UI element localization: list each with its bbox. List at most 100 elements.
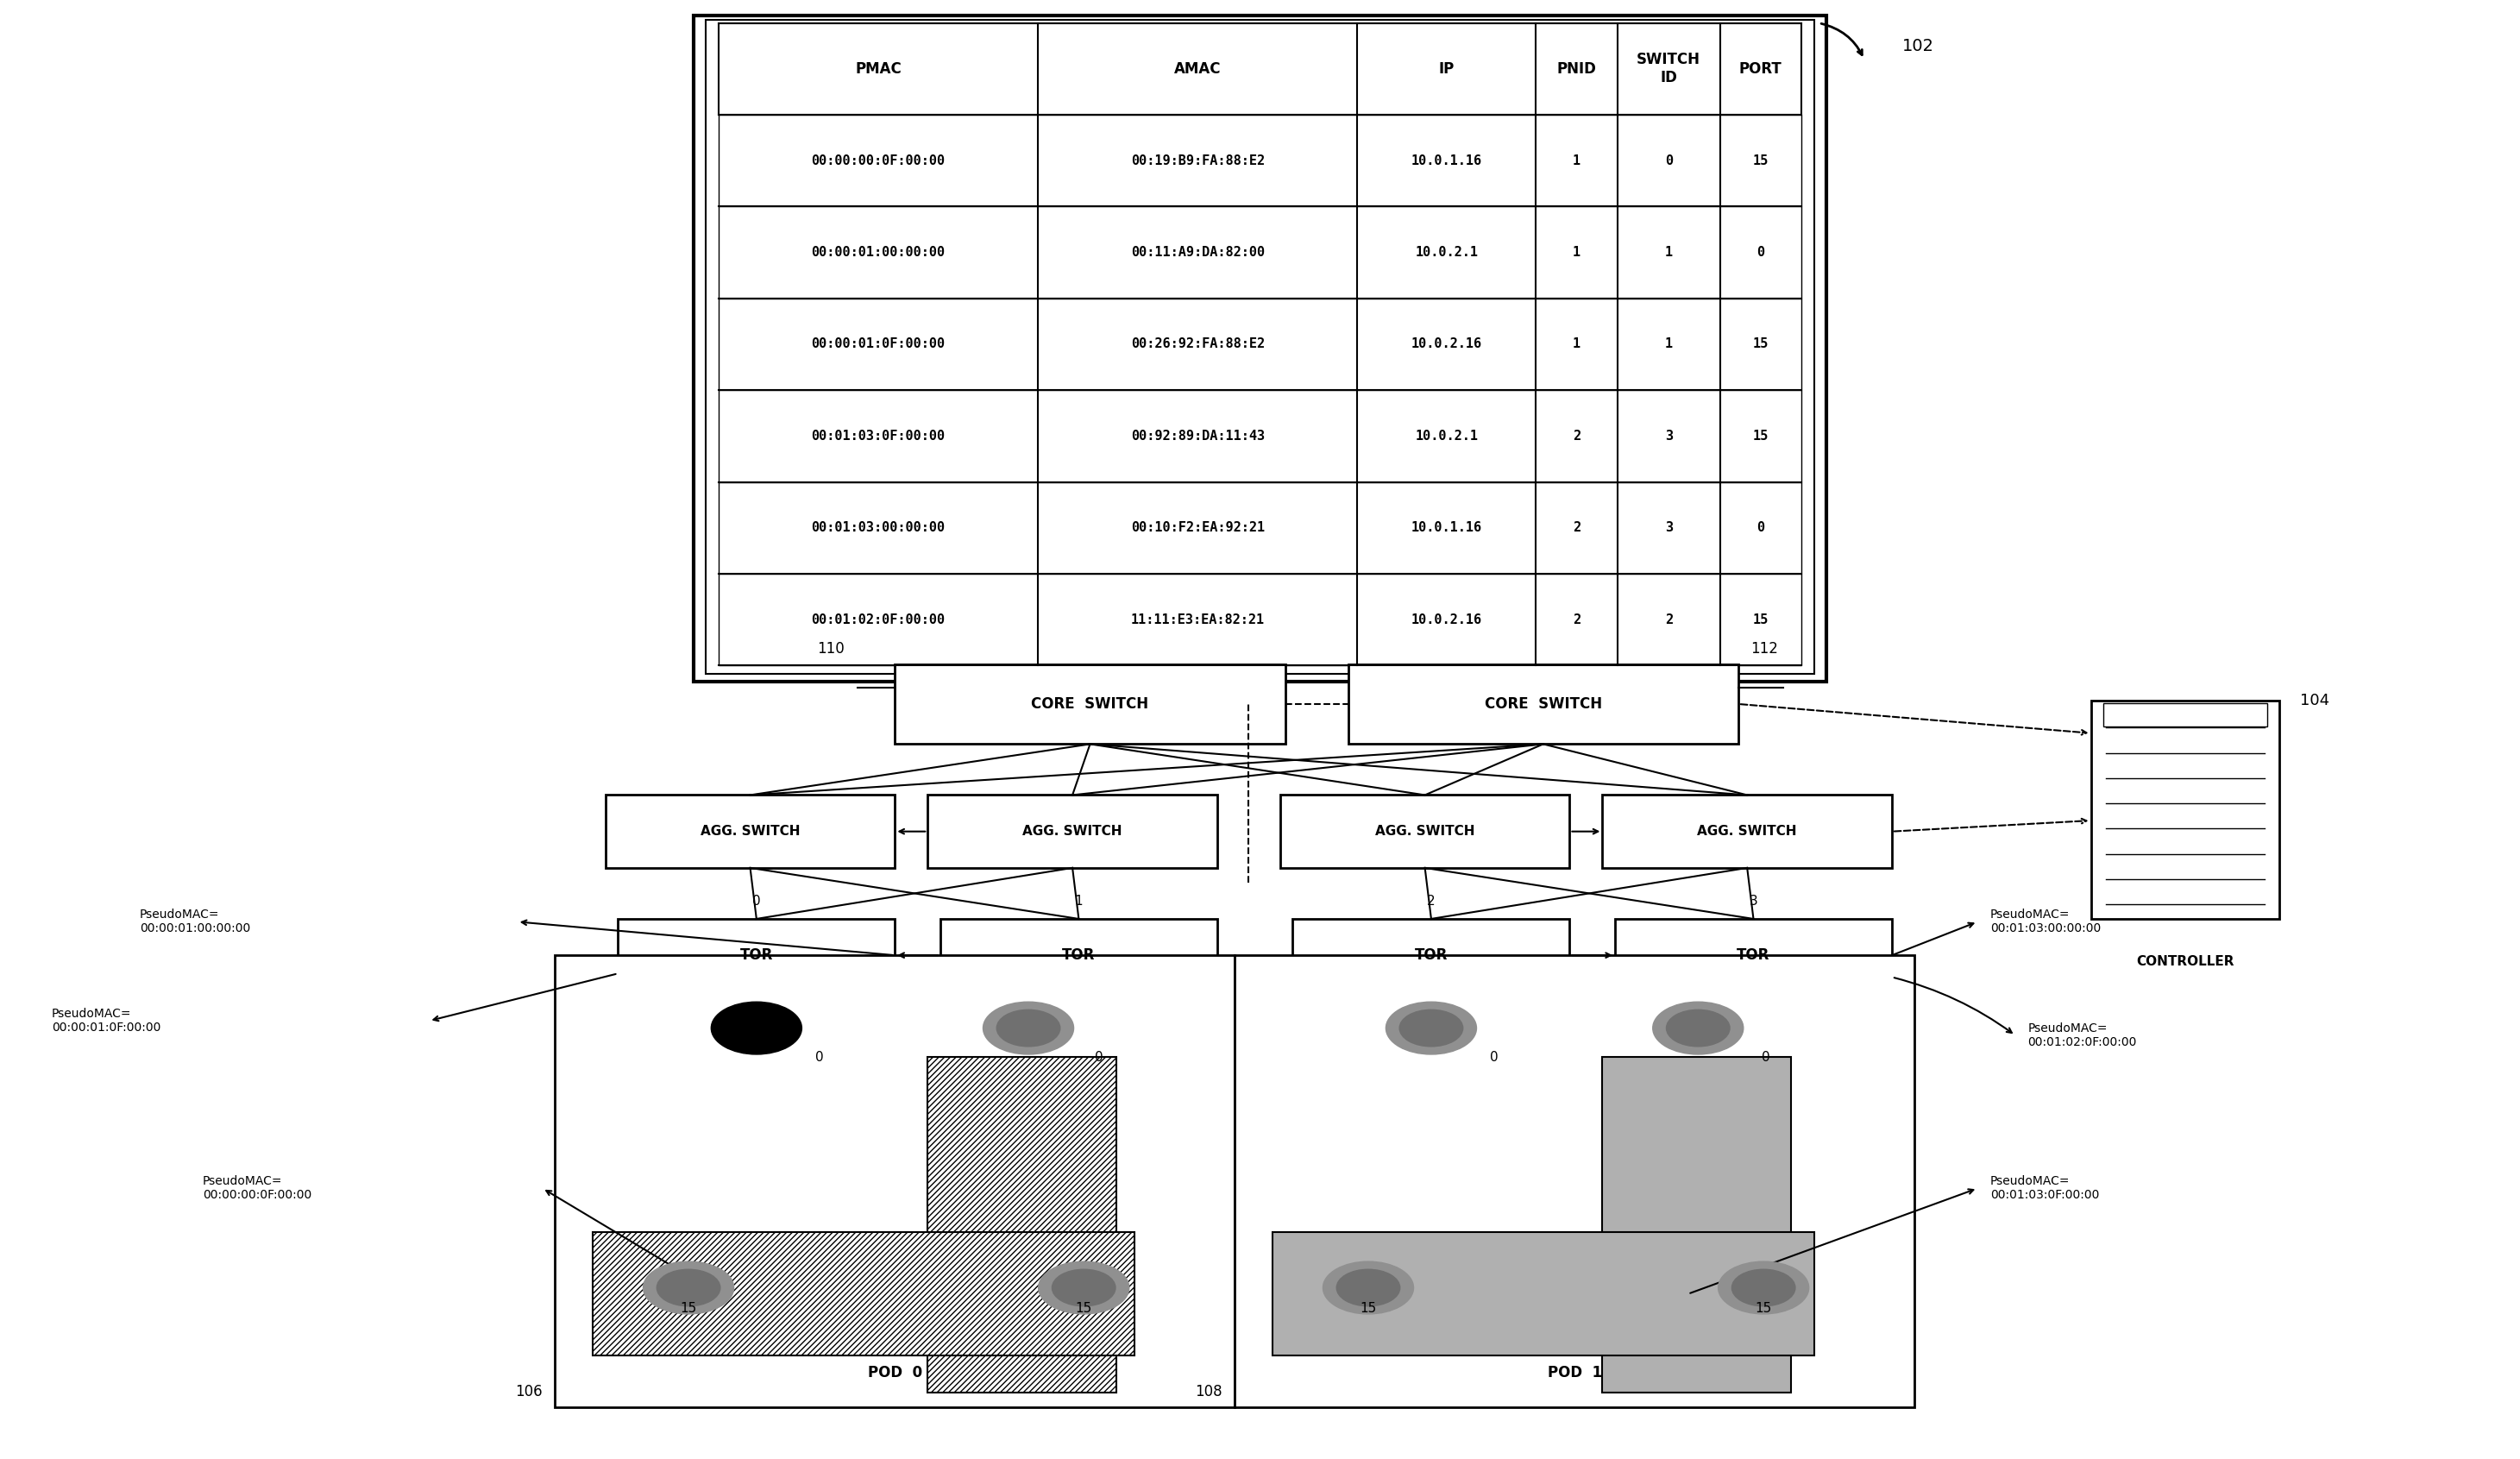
Text: POD  0: POD 0 bbox=[867, 1366, 922, 1380]
Text: 00:00:01:00:00:00: 00:00:01:00:00:00 bbox=[811, 247, 945, 258]
FancyBboxPatch shape bbox=[718, 207, 1802, 298]
Text: 00:00:01:0F:00:00: 00:00:01:0F:00:00 bbox=[811, 337, 945, 350]
Text: 0: 0 bbox=[1756, 521, 1764, 534]
Text: 11:11:E3:EA:82:21: 11:11:E3:EA:82:21 bbox=[1131, 613, 1265, 626]
Text: SWITCH
ID: SWITCH ID bbox=[1638, 53, 1701, 86]
FancyBboxPatch shape bbox=[895, 664, 1285, 744]
Text: CORE  SWITCH: CORE SWITCH bbox=[1484, 696, 1603, 712]
Text: PNID: PNID bbox=[1557, 61, 1598, 77]
Text: 15: 15 bbox=[1361, 1303, 1376, 1315]
Text: AMAC: AMAC bbox=[1174, 61, 1222, 77]
Circle shape bbox=[643, 1262, 733, 1315]
Text: CONTROLLER: CONTROLLER bbox=[2137, 956, 2235, 969]
Text: 15: 15 bbox=[680, 1303, 698, 1315]
Text: PORT: PORT bbox=[1739, 61, 1782, 77]
Circle shape bbox=[995, 1010, 1061, 1046]
Text: 00:19:B9:FA:88:E2: 00:19:B9:FA:88:E2 bbox=[1131, 155, 1265, 168]
Text: 3: 3 bbox=[1666, 429, 1673, 442]
Text: 1: 1 bbox=[1666, 337, 1673, 350]
Circle shape bbox=[1399, 1010, 1464, 1046]
Text: 1: 1 bbox=[1572, 337, 1580, 350]
Text: CORE  SWITCH: CORE SWITCH bbox=[1031, 696, 1149, 712]
Text: 0: 0 bbox=[1666, 155, 1673, 168]
Text: AGG. SWITCH: AGG. SWITCH bbox=[701, 824, 799, 837]
Text: 102: 102 bbox=[1903, 38, 1933, 54]
Text: 00:00:00:0F:00:00: 00:00:00:0F:00:00 bbox=[811, 155, 945, 168]
Text: 108: 108 bbox=[1194, 1385, 1222, 1399]
Circle shape bbox=[1666, 1010, 1729, 1046]
Text: 3: 3 bbox=[1749, 894, 1756, 907]
Text: 00:92:89:DA:11:43: 00:92:89:DA:11:43 bbox=[1131, 429, 1265, 442]
Text: 00:01:03:0F:00:00: 00:01:03:0F:00:00 bbox=[811, 429, 945, 442]
Circle shape bbox=[1406, 1014, 1457, 1043]
Circle shape bbox=[1719, 1262, 1809, 1315]
Text: 10.0.2.1: 10.0.2.1 bbox=[1416, 247, 1479, 258]
Text: 10.0.2.16: 10.0.2.16 bbox=[1411, 337, 1482, 350]
Text: AGG. SWITCH: AGG. SWITCH bbox=[1376, 824, 1474, 837]
Text: 3: 3 bbox=[1666, 521, 1673, 534]
Text: 1: 1 bbox=[1572, 155, 1580, 168]
Text: 104: 104 bbox=[2301, 693, 2328, 709]
FancyBboxPatch shape bbox=[718, 481, 1802, 573]
Text: 00:11:A9:DA:82:00: 00:11:A9:DA:82:00 bbox=[1131, 247, 1265, 258]
Text: 10.0.1.16: 10.0.1.16 bbox=[1411, 155, 1482, 168]
Circle shape bbox=[1673, 1014, 1724, 1043]
Circle shape bbox=[658, 1269, 721, 1306]
Circle shape bbox=[1386, 1002, 1477, 1055]
FancyBboxPatch shape bbox=[1348, 664, 1739, 744]
Text: 15: 15 bbox=[1754, 155, 1769, 168]
Text: TOR: TOR bbox=[1414, 947, 1449, 963]
Text: 0: 0 bbox=[1094, 1050, 1104, 1064]
FancyBboxPatch shape bbox=[1273, 1231, 1814, 1355]
Circle shape bbox=[983, 1002, 1074, 1055]
Text: TOR: TOR bbox=[1061, 947, 1096, 963]
Circle shape bbox=[1003, 1014, 1053, 1043]
FancyBboxPatch shape bbox=[1603, 1058, 1792, 1392]
Text: IP: IP bbox=[1439, 61, 1454, 77]
Text: PseudoMAC=
00:00:00:0F:00:00: PseudoMAC= 00:00:00:0F:00:00 bbox=[202, 1176, 312, 1201]
Text: 10.0.2.1: 10.0.2.1 bbox=[1416, 429, 1479, 442]
FancyBboxPatch shape bbox=[592, 1231, 1134, 1355]
Text: 15: 15 bbox=[1754, 429, 1769, 442]
Circle shape bbox=[711, 1002, 801, 1055]
Circle shape bbox=[1051, 1269, 1116, 1306]
Circle shape bbox=[1653, 1002, 1744, 1055]
FancyBboxPatch shape bbox=[2092, 700, 2281, 919]
Text: AGG. SWITCH: AGG. SWITCH bbox=[1023, 824, 1121, 837]
Text: 1: 1 bbox=[1572, 247, 1580, 258]
Text: 1: 1 bbox=[1666, 247, 1673, 258]
Text: 15: 15 bbox=[1756, 1303, 1772, 1315]
Text: 15: 15 bbox=[1754, 337, 1769, 350]
FancyBboxPatch shape bbox=[1280, 795, 1570, 868]
Text: 2: 2 bbox=[1572, 521, 1580, 534]
FancyBboxPatch shape bbox=[1235, 956, 1915, 1406]
Text: 15: 15 bbox=[1076, 1303, 1091, 1315]
Text: AGG. SWITCH: AGG. SWITCH bbox=[1698, 824, 1797, 837]
FancyBboxPatch shape bbox=[1615, 919, 1893, 992]
FancyBboxPatch shape bbox=[554, 956, 1235, 1406]
Circle shape bbox=[663, 1274, 713, 1303]
FancyBboxPatch shape bbox=[927, 795, 1217, 868]
FancyBboxPatch shape bbox=[2104, 703, 2268, 727]
Text: 15: 15 bbox=[1754, 613, 1769, 626]
Text: 0: 0 bbox=[816, 1050, 824, 1064]
Circle shape bbox=[1739, 1274, 1789, 1303]
Text: TOR: TOR bbox=[1736, 947, 1769, 963]
FancyBboxPatch shape bbox=[718, 390, 1802, 481]
FancyBboxPatch shape bbox=[940, 919, 1217, 992]
Circle shape bbox=[1343, 1274, 1394, 1303]
FancyBboxPatch shape bbox=[1603, 795, 1893, 868]
Text: 00:10:F2:EA:92:21: 00:10:F2:EA:92:21 bbox=[1131, 521, 1265, 534]
FancyBboxPatch shape bbox=[718, 115, 1802, 207]
Text: POD  1: POD 1 bbox=[1547, 1366, 1603, 1380]
Text: 1: 1 bbox=[1074, 894, 1084, 907]
Circle shape bbox=[1731, 1269, 1794, 1306]
Circle shape bbox=[1038, 1262, 1129, 1315]
Text: 2: 2 bbox=[1572, 429, 1580, 442]
Circle shape bbox=[1323, 1262, 1414, 1315]
FancyBboxPatch shape bbox=[718, 298, 1802, 390]
Text: 0: 0 bbox=[1489, 1050, 1499, 1064]
Text: PseudoMAC=
00:01:03:0F:00:00: PseudoMAC= 00:01:03:0F:00:00 bbox=[1991, 1176, 2099, 1201]
Circle shape bbox=[1336, 1269, 1401, 1306]
Text: 10.0.2.16: 10.0.2.16 bbox=[1411, 613, 1482, 626]
